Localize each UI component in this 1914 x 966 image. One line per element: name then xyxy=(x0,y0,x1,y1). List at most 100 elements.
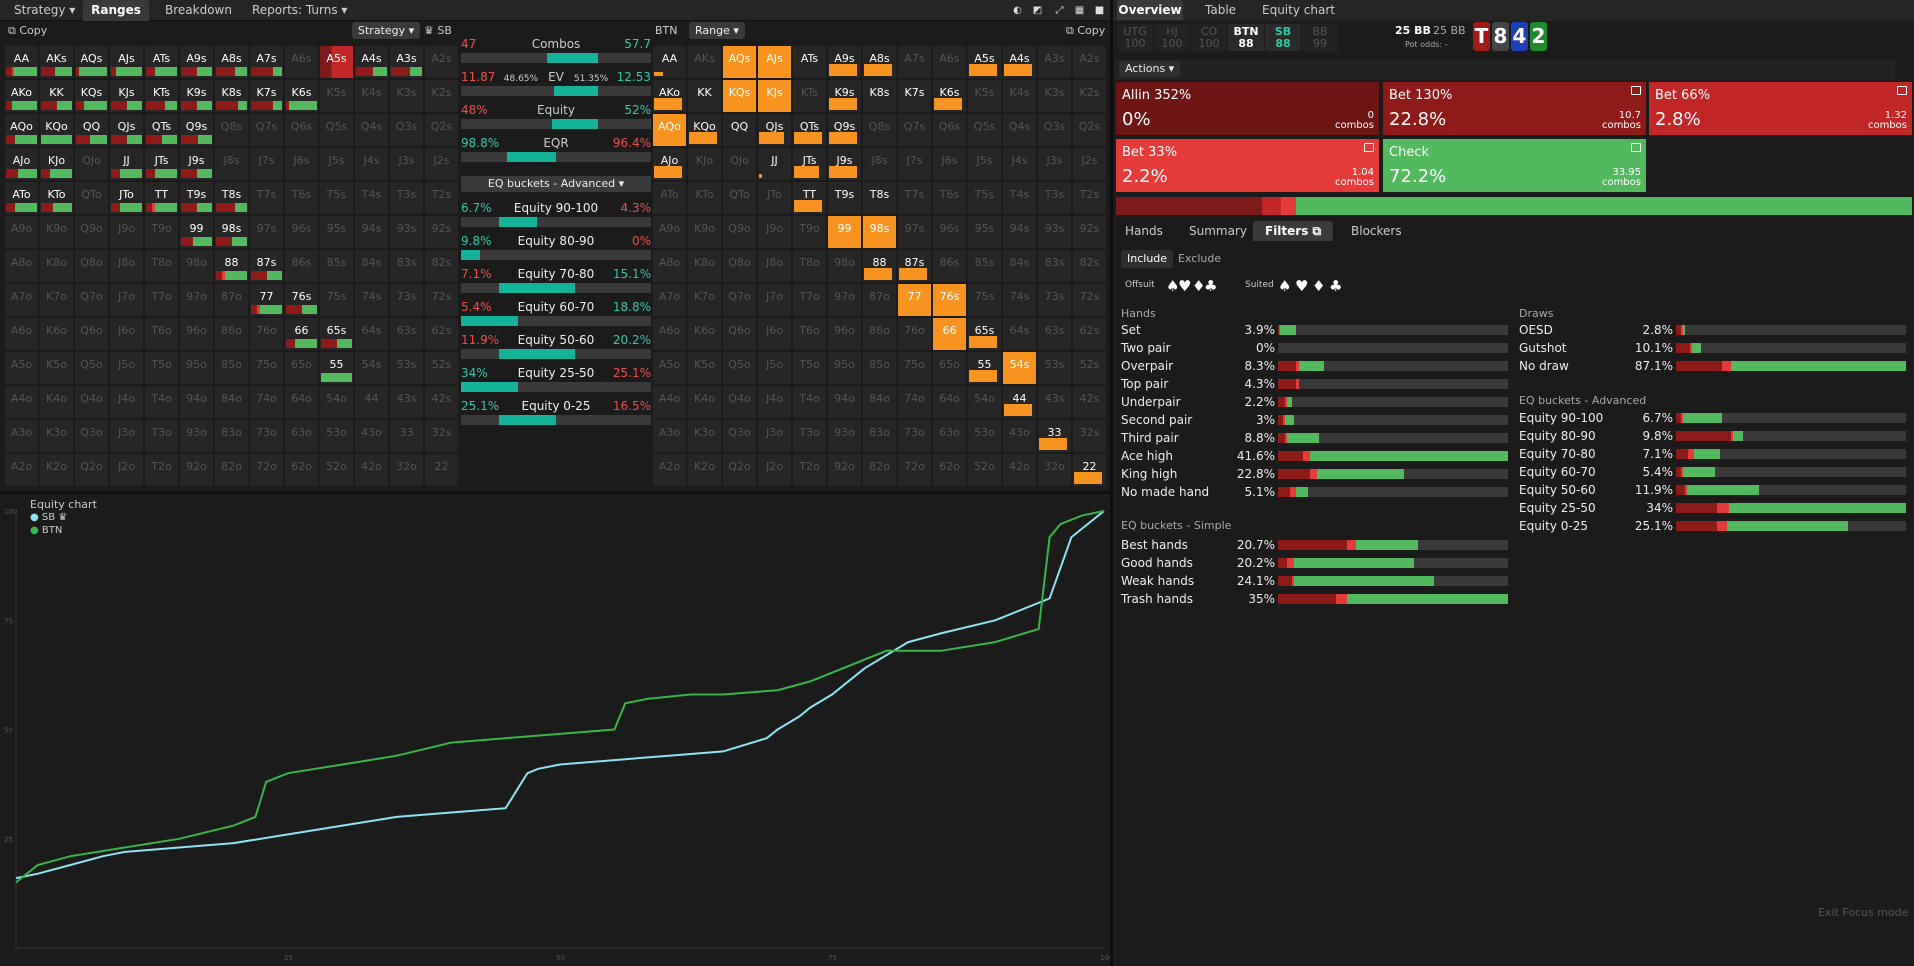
hand-cell[interactable]: T2s xyxy=(1073,182,1107,215)
hand-cell[interactable]: K8o xyxy=(40,250,74,283)
action-card[interactable]: Bet 33% 2.2% 1.04 combos xyxy=(1116,139,1379,192)
vertical-divider[interactable] xyxy=(1110,0,1113,966)
hand-cell[interactable]: A3o xyxy=(653,420,687,453)
details-icon[interactable] xyxy=(1631,143,1641,152)
hand-cell[interactable]: 97s xyxy=(250,216,284,249)
hand-cell[interactable]: 92o xyxy=(828,454,862,487)
hand-cell[interactable]: KJs xyxy=(110,80,144,113)
hand-cell[interactable]: 98o xyxy=(828,250,862,283)
hand-cell[interactable]: 65o xyxy=(285,352,319,385)
hand-cell[interactable]: ATo xyxy=(5,182,39,215)
hand-cell[interactable]: Q3s xyxy=(390,114,424,147)
hand-cell[interactable]: K3o xyxy=(40,420,74,453)
hand-cell[interactable]: 94o xyxy=(828,386,862,419)
hand-cell[interactable]: 33 xyxy=(1038,420,1072,453)
hand-cell[interactable]: J6o xyxy=(110,318,144,351)
range-dropdown[interactable]: Range ▾ xyxy=(689,22,745,39)
hand-cell[interactable]: 62s xyxy=(1073,318,1107,351)
hand-cell[interactable]: 44 xyxy=(1003,386,1037,419)
hand-cell[interactable]: J8s xyxy=(863,148,897,181)
hand-cell[interactable]: 72o xyxy=(250,454,284,487)
position-sb[interactable]: SB 88 xyxy=(1265,24,1301,51)
hand-cell[interactable]: QJs xyxy=(110,114,144,147)
filter-row[interactable]: Underpair 2.2% xyxy=(1121,394,1511,412)
actions-dropdown[interactable]: Actions ▾ xyxy=(1119,61,1181,77)
filter-row[interactable]: Set 3.9% xyxy=(1121,322,1511,340)
eq-buckets-dropdown[interactable]: EQ buckets - Advanced ▾ xyxy=(461,176,651,192)
hand-cell[interactable]: T7s xyxy=(898,182,932,215)
hand-cell[interactable]: AKo xyxy=(5,80,39,113)
hand-cell[interactable]: K2s xyxy=(425,80,459,113)
hand-cell[interactable]: Q4s xyxy=(1003,114,1037,147)
exit-focus-mode[interactable]: Exit Focus mode xyxy=(1818,906,1909,919)
hand-cell[interactable]: 93o xyxy=(828,420,862,453)
hand-cell[interactable]: J3o xyxy=(758,420,792,453)
filter-row[interactable]: Equity 80-90 9.8% xyxy=(1519,428,1909,446)
hand-cell[interactable]: Q5s xyxy=(968,114,1002,147)
hand-cell[interactable]: 32s xyxy=(425,420,459,453)
hand-cell[interactable]: J7o xyxy=(758,284,792,317)
hand-cell[interactable]: 42s xyxy=(425,386,459,419)
hand-cell[interactable]: A9o xyxy=(5,216,39,249)
hand-cell[interactable]: T7s xyxy=(250,182,284,215)
hand-cell[interactable]: 43s xyxy=(1038,386,1072,419)
hand-cell[interactable]: 63s xyxy=(1038,318,1072,351)
hand-cell[interactable]: 75s xyxy=(320,284,354,317)
hand-cell[interactable]: J7s xyxy=(250,148,284,181)
hand-cell[interactable]: Q2o xyxy=(723,454,757,487)
hand-cell[interactable]: T8o xyxy=(793,250,827,283)
hand-cell[interactable]: 96s xyxy=(285,216,319,249)
hand-cell[interactable]: J5s xyxy=(320,148,354,181)
hand-cell[interactable]: J5s xyxy=(968,148,1002,181)
hand-cell[interactable]: T3s xyxy=(390,182,424,215)
hand-cell[interactable]: QJo xyxy=(75,148,109,181)
hand-cell[interactable]: AQo xyxy=(653,114,687,147)
hand-cell[interactable]: J9o xyxy=(110,216,144,249)
hand-cell[interactable]: Q6o xyxy=(723,318,757,351)
hand-cell[interactable]: Q3o xyxy=(723,420,757,453)
hand-cell[interactable]: A9o xyxy=(653,216,687,249)
suited-spade-icon[interactable]: ♠ xyxy=(1278,277,1292,295)
hand-cell[interactable]: T4o xyxy=(145,386,179,419)
hand-cell[interactable]: 88 xyxy=(863,250,897,283)
suited-heart-icon[interactable]: ♥ xyxy=(1295,277,1309,295)
hand-cell[interactable]: KJo xyxy=(688,148,722,181)
hand-cell[interactable]: J4s xyxy=(355,148,389,181)
subtab-hands[interactable]: Hands xyxy=(1125,224,1163,238)
hand-cell[interactable]: T5s xyxy=(320,182,354,215)
hand-cell[interactable]: 88 xyxy=(215,250,249,283)
hand-cell[interactable]: T6s xyxy=(933,182,967,215)
hand-cell[interactable]: 93s xyxy=(390,216,424,249)
filter-row[interactable]: Two pair 0% xyxy=(1121,340,1511,358)
suited-club-icon[interactable]: ♣ xyxy=(1329,277,1343,295)
hand-cell[interactable]: Q5o xyxy=(75,352,109,385)
hand-cell[interactable]: K3s xyxy=(390,80,424,113)
hand-cell[interactable]: 97o xyxy=(828,284,862,317)
heart-icon[interactable]: ♥ xyxy=(1178,277,1192,295)
hand-cell[interactable]: 77 xyxy=(250,284,284,317)
hand-cell[interactable]: J2s xyxy=(425,148,459,181)
hand-cell[interactable]: 84o xyxy=(215,386,249,419)
hand-cell[interactable]: J2o xyxy=(758,454,792,487)
hand-cell[interactable]: 95s xyxy=(320,216,354,249)
hand-cell[interactable]: T5o xyxy=(793,352,827,385)
position-utg[interactable]: UTG 100 xyxy=(1117,24,1153,51)
hand-cell[interactable]: 76s xyxy=(933,284,967,317)
hand-cell[interactable]: T5o xyxy=(145,352,179,385)
hand-cell[interactable]: 82s xyxy=(1073,250,1107,283)
hand-cell[interactable]: 52s xyxy=(425,352,459,385)
filter-row[interactable]: No made hand 5.1% xyxy=(1121,484,1511,502)
hand-cell[interactable]: 32s xyxy=(1073,420,1107,453)
hand-cell[interactable]: K9s xyxy=(828,80,862,113)
hand-cell[interactable]: K7o xyxy=(688,284,722,317)
hand-cell[interactable]: 96o xyxy=(180,318,214,351)
hand-cell[interactable]: T9s xyxy=(180,182,214,215)
hand-cell[interactable]: 66 xyxy=(933,318,967,351)
hand-cell[interactable]: Q7s xyxy=(250,114,284,147)
hand-cell[interactable]: T3s xyxy=(1038,182,1072,215)
hand-cell[interactable]: 65s xyxy=(968,318,1002,351)
hand-cell[interactable]: 66 xyxy=(285,318,319,351)
hand-cell[interactable]: QQ xyxy=(723,114,757,147)
hand-cell[interactable]: 75s xyxy=(968,284,1002,317)
hand-cell[interactable]: J4s xyxy=(1003,148,1037,181)
